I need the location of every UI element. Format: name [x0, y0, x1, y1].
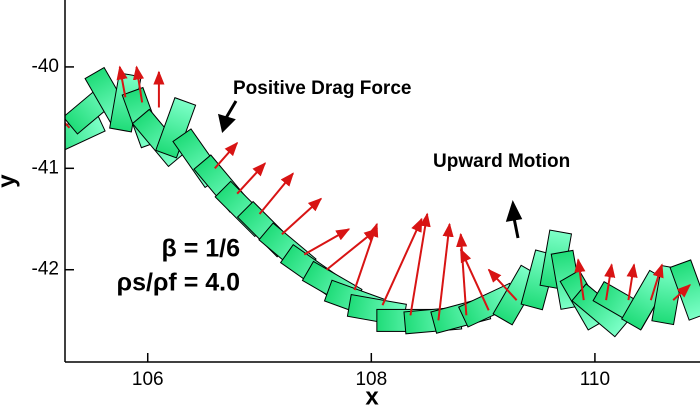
velocity-arrow — [281, 197, 323, 235]
annotation: Upward Motion — [433, 151, 570, 172]
velocity-arrow — [409, 212, 431, 316]
y-tick-label: -41 — [32, 157, 59, 178]
velocity-arrow — [236, 162, 267, 195]
annotation: Positive Drag Force — [233, 78, 411, 99]
y-axis-label: y — [0, 174, 20, 188]
velocity-arrow — [649, 263, 664, 301]
x-tick-label: 110 — [580, 369, 610, 390]
velocity-arrow — [574, 258, 586, 301]
annotation-arrow — [505, 200, 523, 239]
y-tick-label: -42 — [32, 259, 59, 280]
velocity-arrow — [214, 141, 239, 169]
velocity-arrow — [626, 263, 638, 301]
velocity-arrow — [116, 65, 128, 98]
annotation: ρs/ρf = 4.0 — [117, 269, 240, 297]
velocity-arrow — [437, 222, 454, 321]
velocity-arrow — [456, 232, 468, 316]
velocity-arrow — [132, 65, 145, 103]
velocity-arrow — [459, 248, 490, 311]
velocity-arrow — [381, 217, 423, 306]
velocity-arrow — [353, 222, 379, 291]
annotation-arrow — [217, 100, 238, 134]
plot-area — [65, 65, 700, 338]
annotation: β = 1/6 — [161, 235, 240, 263]
x-tick-label: 108 — [355, 369, 387, 390]
velocity-arrow — [258, 172, 294, 215]
velocity-arrow — [672, 283, 691, 301]
velocity-arrow — [487, 268, 518, 301]
x-tick-label: 106 — [132, 369, 164, 390]
x-axis-label: x — [365, 383, 379, 410]
velocity-arrow — [303, 228, 351, 256]
plate — [155, 97, 197, 159]
y-tick-label: -40 — [32, 56, 59, 77]
velocity-arrow — [604, 263, 616, 301]
